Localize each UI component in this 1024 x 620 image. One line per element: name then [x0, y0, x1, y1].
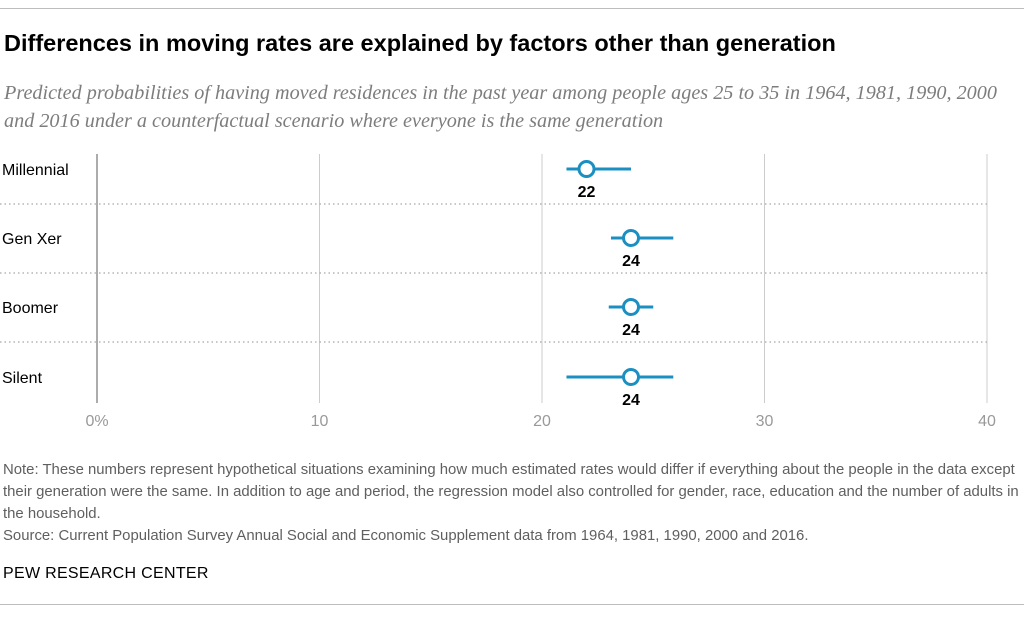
- data-label: 24: [622, 253, 640, 270]
- data-point: [622, 298, 640, 316]
- axis-tick-layer: 0% 10 20 30 40: [85, 413, 996, 430]
- data-label: 22: [578, 184, 596, 201]
- x-tick-label: 10: [311, 413, 329, 430]
- data-point: [622, 368, 640, 386]
- marks-layer: 22 24 24 24: [566, 160, 674, 409]
- top-rule: [0, 8, 1024, 9]
- category-label: Millennial: [2, 162, 69, 179]
- footnote: Note: These numbers represent hypothetic…: [3, 459, 1021, 547]
- x-tick-label: 0%: [85, 413, 108, 430]
- x-tick-label: 20: [533, 413, 551, 430]
- data-point: [577, 160, 596, 178]
- dot-plot-chart: Millennial Gen Xer Boomer Silent 22 24 24 24 0…: [0, 154, 996, 430]
- data-label: 24: [622, 392, 640, 409]
- chart-subtitle: Predicted probabilities of having moved …: [4, 82, 997, 132]
- category-label: Gen Xer: [2, 231, 62, 248]
- data-point: [622, 229, 640, 247]
- note-text: Note: These numbers represent hypothetic…: [3, 462, 1019, 522]
- credit-logo-text: PEW RESEARCH CENTER: [3, 565, 209, 582]
- grid-layer: [0, 154, 988, 403]
- chart-title: Differences in moving rates are explaine…: [4, 30, 836, 56]
- x-tick-label: 30: [756, 413, 774, 430]
- bottom-rule: [0, 604, 1024, 605]
- source-text: Source: Current Population Survey Annual…: [3, 528, 809, 544]
- data-label: 24: [622, 322, 640, 339]
- x-tick-label: 40: [978, 413, 996, 430]
- category-label: Boomer: [2, 300, 59, 317]
- category-label: Silent: [2, 370, 43, 387]
- category-label-layer: Millennial Gen Xer Boomer Silent: [2, 162, 69, 387]
